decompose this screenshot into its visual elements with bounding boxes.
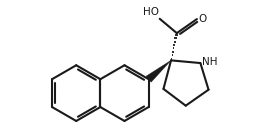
Text: HO: HO <box>143 7 159 17</box>
Text: NH: NH <box>202 58 218 68</box>
Polygon shape <box>146 60 171 82</box>
Text: O: O <box>199 14 207 24</box>
